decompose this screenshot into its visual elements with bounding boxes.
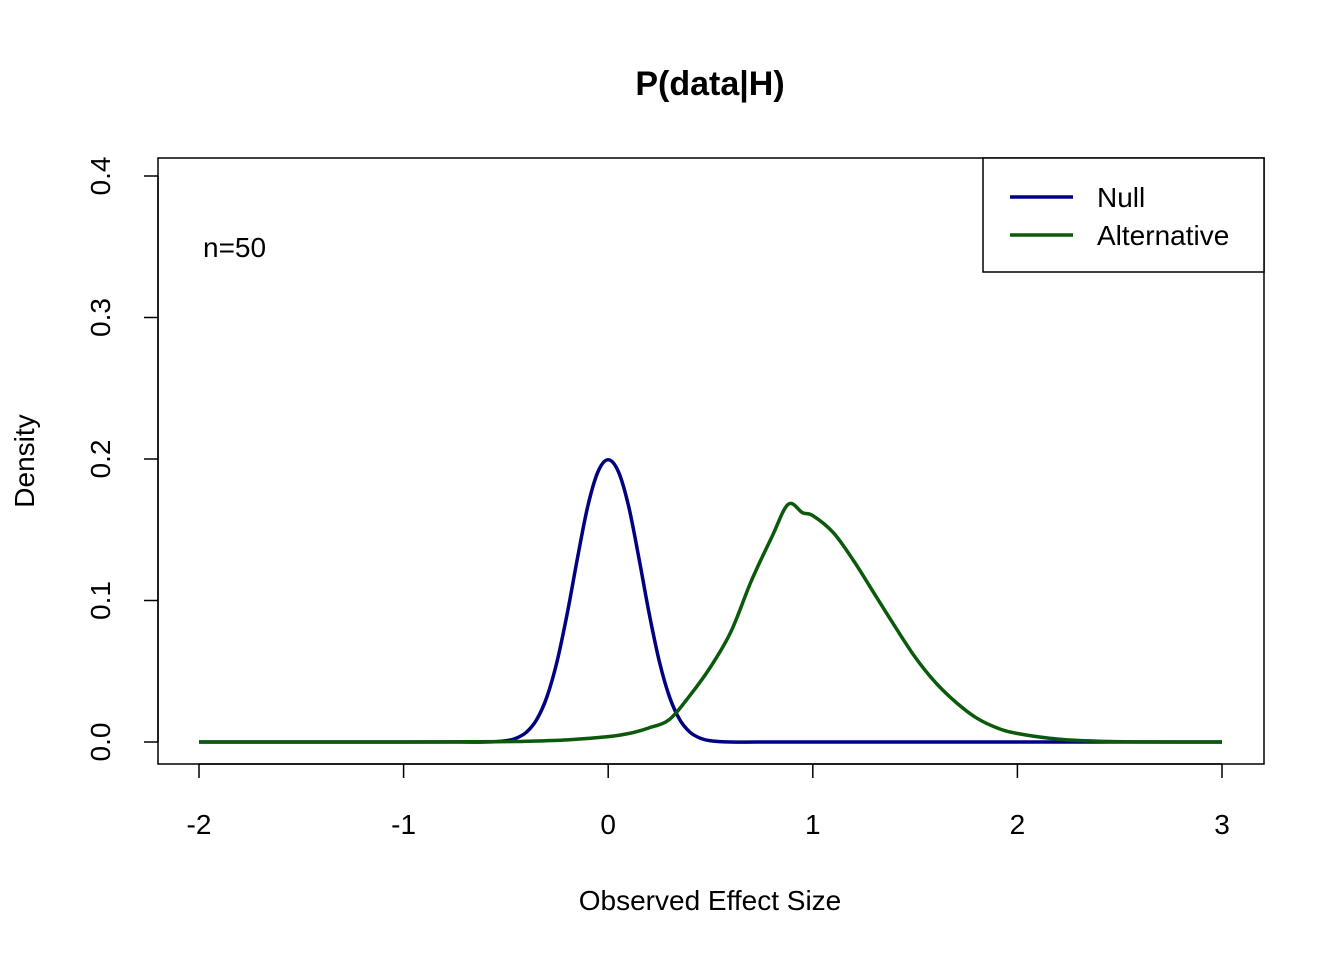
legend-label: Alternative — [1097, 220, 1229, 251]
x-tick-label: 0 — [600, 809, 616, 840]
legend-label: Null — [1097, 182, 1145, 213]
x-tick-label: 2 — [1010, 809, 1026, 840]
y-tick-label: 0.3 — [85, 298, 116, 337]
legend-box — [982, 157, 1265, 273]
y-tick-label: 0.2 — [85, 440, 116, 479]
chart-title: P(data|H) — [635, 65, 784, 103]
series-layer — [198, 457, 1223, 744]
series-line-alternative — [198, 501, 1223, 744]
x-axis: -2 -1 0 1 2 3 — [187, 763, 1230, 840]
legend: Null Alternative — [982, 157, 1265, 273]
x-tick-label: 1 — [805, 809, 821, 840]
y-tick-label: 0.1 — [85, 581, 116, 620]
series-line-null — [198, 457, 1222, 744]
y-tick-label: 0.4 — [85, 157, 116, 196]
x-tick-label: 3 — [1214, 809, 1230, 840]
x-axis-label: Observed Effect Size — [579, 885, 842, 916]
y-axis: 0.0 0.1 0.2 0.3 0.4 — [85, 157, 159, 762]
x-tick-label: -2 — [187, 809, 212, 840]
x-tick-label: -1 — [391, 809, 416, 840]
y-axis-label: Density — [9, 414, 40, 507]
y-tick-label: 0.0 — [85, 723, 116, 762]
sample-size-annotation: n=50 — [203, 232, 266, 263]
